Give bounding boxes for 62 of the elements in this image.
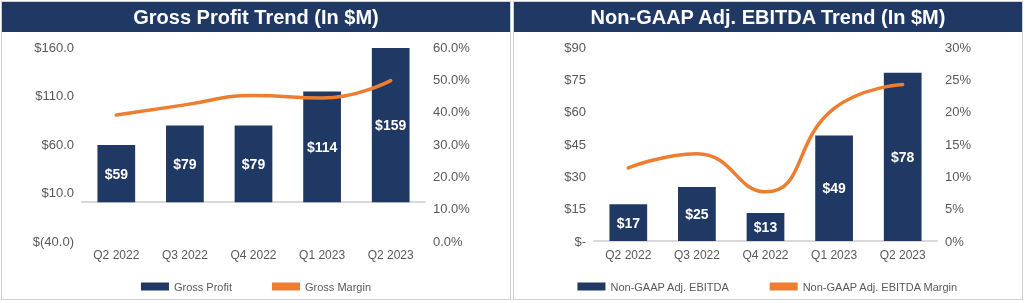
y-tick-label: $(40.0) bbox=[32, 233, 74, 249]
x-tick-label: Q2 2023 bbox=[879, 248, 927, 262]
x-tick-label: Q3 2022 bbox=[673, 248, 721, 262]
y2-tick-label: 0.0% bbox=[433, 233, 464, 249]
x-tick-label: Q2 2023 bbox=[367, 248, 415, 262]
y2-tick-label: 20.0% bbox=[433, 168, 471, 184]
y-tick-label: $15 bbox=[564, 201, 586, 217]
y-tick-label: $30 bbox=[564, 168, 586, 184]
y2-tick-label: 30.0% bbox=[433, 136, 471, 152]
y2-tick-label: 50.0% bbox=[433, 71, 471, 87]
bar bbox=[815, 135, 853, 241]
bar bbox=[166, 125, 204, 203]
data-label: $13 bbox=[753, 218, 778, 235]
y2-tick-label: 10.0% bbox=[433, 201, 471, 217]
y-tick-label: $90 bbox=[564, 39, 586, 55]
bar bbox=[609, 204, 648, 241]
x-tick-label: Q3 2022 bbox=[161, 248, 209, 262]
data-label: $59 bbox=[104, 165, 129, 182]
data-label: $114 bbox=[306, 138, 338, 155]
y2-tick-label: 20% bbox=[945, 104, 972, 120]
y-tick-label: $160.0 bbox=[34, 39, 74, 55]
chart-title: Non-GAAP Adj. EBITDA Trend (In $M) bbox=[514, 2, 1022, 32]
y-tick-label: $45 bbox=[564, 136, 586, 152]
legend-label: Non-GAAP Adj. EBITDA Margin bbox=[802, 280, 958, 293]
x-tick-label: Q4 2022 bbox=[742, 248, 789, 262]
bar bbox=[234, 125, 273, 203]
y2-tick-label: 15% bbox=[945, 136, 972, 152]
bar bbox=[97, 144, 136, 203]
chart-title: Gross Profit Trend (In $M) bbox=[2, 2, 510, 32]
data-label: $79 bbox=[173, 155, 197, 172]
legend-label: Gross Margin bbox=[305, 280, 372, 293]
data-label: $78 bbox=[891, 148, 915, 165]
line-series bbox=[114, 78, 393, 117]
legend-label: Non-GAAP Adj. EBITDA bbox=[610, 280, 730, 293]
x-tick-label: Q2 2022 bbox=[93, 248, 140, 262]
bar bbox=[371, 47, 410, 203]
y-tick-label: $110.0 bbox=[35, 88, 74, 103]
x-tick-label: Q1 2023 bbox=[811, 248, 858, 262]
x-tick-label: Q4 2022 bbox=[230, 248, 277, 262]
legend-label: Gross Profit bbox=[173, 280, 233, 293]
bar bbox=[883, 72, 922, 241]
data-label: $79 bbox=[241, 155, 266, 172]
y2-tick-label: 30% bbox=[945, 39, 972, 55]
data-label: $159 bbox=[375, 117, 407, 134]
y2-tick-label: 25% bbox=[945, 71, 972, 87]
bar bbox=[303, 91, 341, 203]
y2-tick-label: 0% bbox=[945, 233, 965, 249]
y2-tick-label: 10% bbox=[945, 168, 972, 184]
y-tick-label: $- bbox=[574, 233, 586, 249]
y-tick-label: $10.0 bbox=[41, 185, 74, 200]
data-label: $17 bbox=[616, 214, 641, 231]
y2-tick-label: 40.0% bbox=[433, 104, 471, 120]
x-tick-label: Q2 2022 bbox=[605, 248, 652, 262]
y-tick-label: $60.0 bbox=[41, 136, 74, 152]
y-tick-label: $75 bbox=[564, 71, 586, 87]
data-label: $49 bbox=[822, 180, 846, 197]
bar bbox=[678, 187, 716, 241]
y-tick-label: $60 bbox=[564, 104, 586, 120]
y2-tick-label: 5% bbox=[945, 201, 965, 217]
x-tick-label: Q1 2023 bbox=[299, 248, 346, 262]
y2-tick-label: 60.0% bbox=[433, 39, 471, 55]
data-label: $25 bbox=[685, 206, 709, 223]
